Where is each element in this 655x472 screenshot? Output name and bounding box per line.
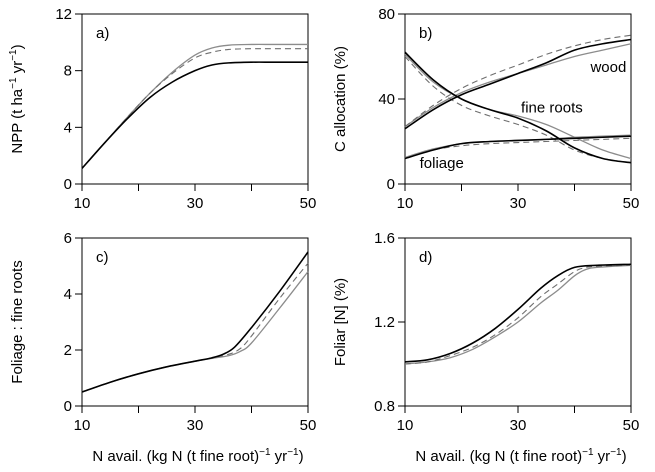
- x-tick-label: 10: [74, 417, 91, 434]
- x-tick-label: 30: [510, 195, 527, 212]
- panel-label: a): [96, 25, 109, 42]
- x-axis-label-part: ): [299, 448, 304, 465]
- y-tick-label: 40: [378, 91, 395, 108]
- y-tick-label: 1.6: [374, 230, 395, 247]
- y-tick-label: 6: [64, 230, 72, 247]
- panel-b: 10 30 50 0 40 80 b) wood fine roots foliage C allo…: [332, 6, 639, 212]
- y-axis-label: NPP (t ha−1 yr−1): [8, 44, 26, 153]
- series-line-gray: [81, 43, 308, 169]
- x-tick-label: 30: [187, 195, 204, 212]
- annotation-label: wood: [589, 59, 626, 76]
- y-tick-label: 12: [55, 6, 72, 23]
- series-line-gray: [404, 264, 632, 365]
- series-line-black: [81, 61, 308, 169]
- x-axis-label-part: ): [622, 448, 627, 465]
- y-tick-label: 80: [378, 6, 395, 23]
- panel-label: d): [419, 249, 432, 266]
- x-axis-label-superscript: −1: [582, 447, 594, 458]
- x-axis-label-superscript: −1: [610, 447, 622, 458]
- panel-c: 10 30 50 0 2 4 6 c) Foliage : fine roots N avail.…: [9, 230, 316, 465]
- panel-label: b): [419, 25, 432, 42]
- series-line-fine-roots-black: [404, 51, 632, 164]
- x-tick-label: 10: [74, 195, 91, 212]
- panel-d: 10 30 50 0.8 1.2 1.6 d) Foliar [N] (%) N avail. …: [332, 230, 639, 465]
- x-axis-label-main: N avail. (kg N (t fine root): [415, 448, 582, 465]
- x-tick-label: 50: [300, 195, 317, 212]
- series-line-wood-dashed: [404, 34, 632, 128]
- x-axis-label: N avail. (kg N (t fine root)−1 yr−1): [415, 447, 626, 465]
- x-tick-label: 50: [300, 417, 317, 434]
- series-line-dashed: [81, 48, 308, 169]
- series-line-wood-black: [404, 38, 632, 130]
- y-axis-label-main: Foliage : fine roots: [9, 260, 26, 383]
- x-tick-label: 30: [510, 417, 527, 434]
- x-axis-label-part: yr: [271, 448, 288, 465]
- y-axis-label-superscript: −1: [8, 49, 19, 61]
- y-axis-label: Foliage : fine roots: [9, 260, 26, 383]
- x-axis-label: N avail. (kg N (t fine root)−1 yr−1): [92, 447, 303, 465]
- series-line-fine-roots-dashed: [404, 56, 632, 164]
- x-tick-label: 10: [397, 195, 414, 212]
- panel-label: c): [96, 249, 109, 266]
- y-tick-label: 8: [64, 63, 72, 80]
- x-tick-label: 50: [623, 195, 640, 212]
- series-line-dashed: [404, 264, 632, 365]
- series-line-black: [81, 251, 309, 393]
- y-axis-label-main: Foliar [N] (%): [332, 278, 349, 366]
- series-line-gray: [81, 271, 309, 393]
- x-axis-label-main: N avail. (kg N (t fine root): [92, 448, 259, 465]
- x-axis-label-superscript: −1: [287, 447, 299, 458]
- y-axis-label-main: NPP (t ha: [9, 88, 26, 153]
- series-line-dashed: [81, 262, 309, 393]
- y-axis-label-part: yr: [9, 61, 26, 78]
- series-line-black: [404, 263, 632, 363]
- y-axis-label: C allocation (%): [332, 46, 349, 152]
- y-tick-label: 0: [64, 398, 72, 415]
- y-tick-label: 1.2: [374, 314, 395, 331]
- x-axis-label-part: yr: [594, 448, 611, 465]
- annotation-label: foliage: [420, 155, 464, 172]
- y-axis-label-part: ): [9, 44, 26, 49]
- annotation-label: fine roots: [521, 100, 583, 117]
- x-axis-label-superscript: −1: [259, 447, 271, 458]
- y-axis-label-main: C allocation (%): [332, 46, 349, 152]
- x-tick-label: 50: [623, 417, 640, 434]
- series-line-fine-roots-gray: [404, 53, 632, 160]
- x-tick-label: 10: [397, 417, 414, 434]
- y-tick-label: 4: [64, 119, 72, 136]
- plot-frame: [81, 13, 309, 185]
- series-line-foliage-dashed: [404, 137, 632, 160]
- x-tick-label: 30: [187, 417, 204, 434]
- series-line-foliage-black: [404, 135, 632, 160]
- y-tick-label: 2: [64, 342, 72, 359]
- y-tick-label: 0: [64, 176, 72, 193]
- y-axis-label-superscript: −1: [8, 77, 19, 89]
- y-tick-label: 0: [387, 176, 395, 193]
- y-tick-label: 4: [64, 286, 72, 303]
- y-axis-label: Foliar [N] (%): [332, 278, 349, 366]
- y-tick-label: 0.8: [374, 398, 395, 415]
